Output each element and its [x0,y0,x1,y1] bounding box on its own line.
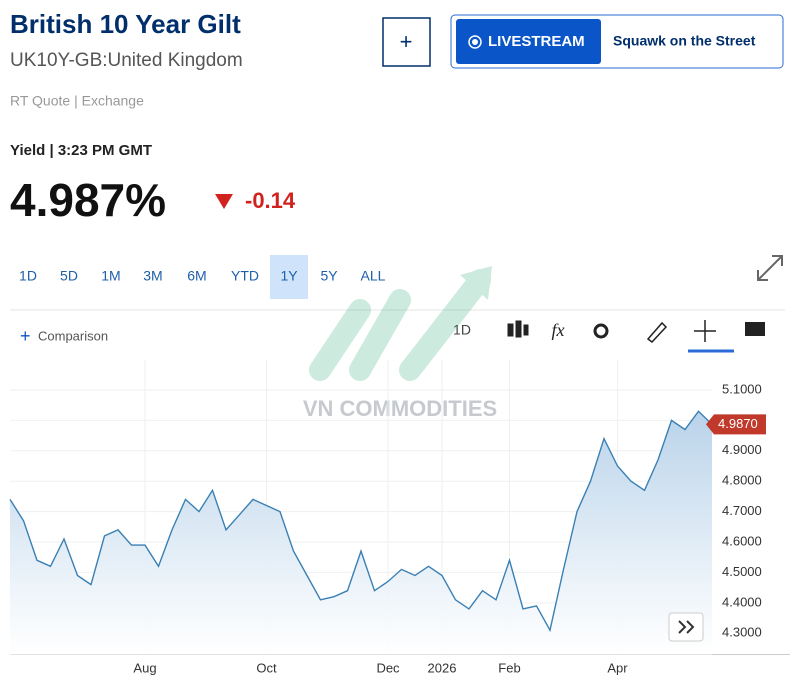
toolbar-icons[interactable]: fx [507,320,765,344]
last-price-tag [706,414,766,435]
range-button[interactable]: 5D [60,268,78,284]
live-show[interactable]: Squawk on the Street [613,33,756,49]
interval[interactable]: 1D [453,322,471,338]
expand-icon[interactable] [757,255,783,281]
y-tick-label: 4.7000 [722,503,762,518]
title: British 10 Year Gilt [10,9,241,39]
chart: 4.3000 4.4000 4.5000 4.6000 4.7000 4.8000 4.90… [9,359,790,675]
change: -0.14 [245,188,296,213]
add-button[interactable] [382,17,431,67]
y-tick-label: 5.1000 [722,381,762,396]
svg-text:fx: fx [552,320,565,340]
line [9,410,713,633]
y-tick-label: 4.4000 [722,594,762,609]
range-button[interactable]: 5Y [320,268,338,284]
quote-source: RT Quote | Exchange [10,93,144,109]
x-tick-label: Aug [133,660,156,675]
range-button[interactable]: YTD [231,268,259,284]
range-button[interactable]: 6M [187,268,206,284]
last-price-label: 4.9870 [718,416,758,431]
range-bar: 1D 5D 1M 3M 6M YTD 1Y 5Y ALL [19,255,386,299]
symbol: UK10Y-GB:United Kingdom [10,50,243,71]
range-active [270,255,308,299]
live-button[interactable] [456,19,601,64]
comparison-plus[interactable]: + [20,326,31,346]
y-tick-label: 4.5000 [722,564,762,579]
y-tick-label: 4.8000 [722,473,762,488]
add-label: + [400,29,413,54]
range-button[interactable]: 1M [101,268,120,284]
area [10,411,712,655]
range-button[interactable]: 1Y [280,268,298,284]
y-tick-label: 4.6000 [722,533,762,548]
live-icon [468,35,482,49]
x-tick-label: 2026 [428,660,457,675]
x-tick-label: Oct [256,660,277,675]
range-button[interactable]: 1D [19,268,37,284]
range-button[interactable]: 3M [143,268,162,284]
live-dot [472,39,478,45]
x-tick-label: Feb [498,660,520,675]
price: 4.987% [10,174,166,226]
y-tick-label: 4.9000 [722,442,762,457]
x-tick-label: Dec [376,660,400,675]
comparison[interactable]: Comparison [38,328,108,343]
watermark-logo [309,266,492,381]
down-arrow [215,194,233,209]
quote-label: Yield | 3:23 PM GMT [10,142,152,159]
y-tick-label: 4.3000 [722,625,762,640]
watermark: VN COMMODITIES [303,396,497,421]
live-label: LIVESTREAM [488,33,585,50]
range-button[interactable]: ALL [361,268,386,284]
x-tick-label: Apr [607,660,628,675]
scroll-icon [678,620,695,634]
